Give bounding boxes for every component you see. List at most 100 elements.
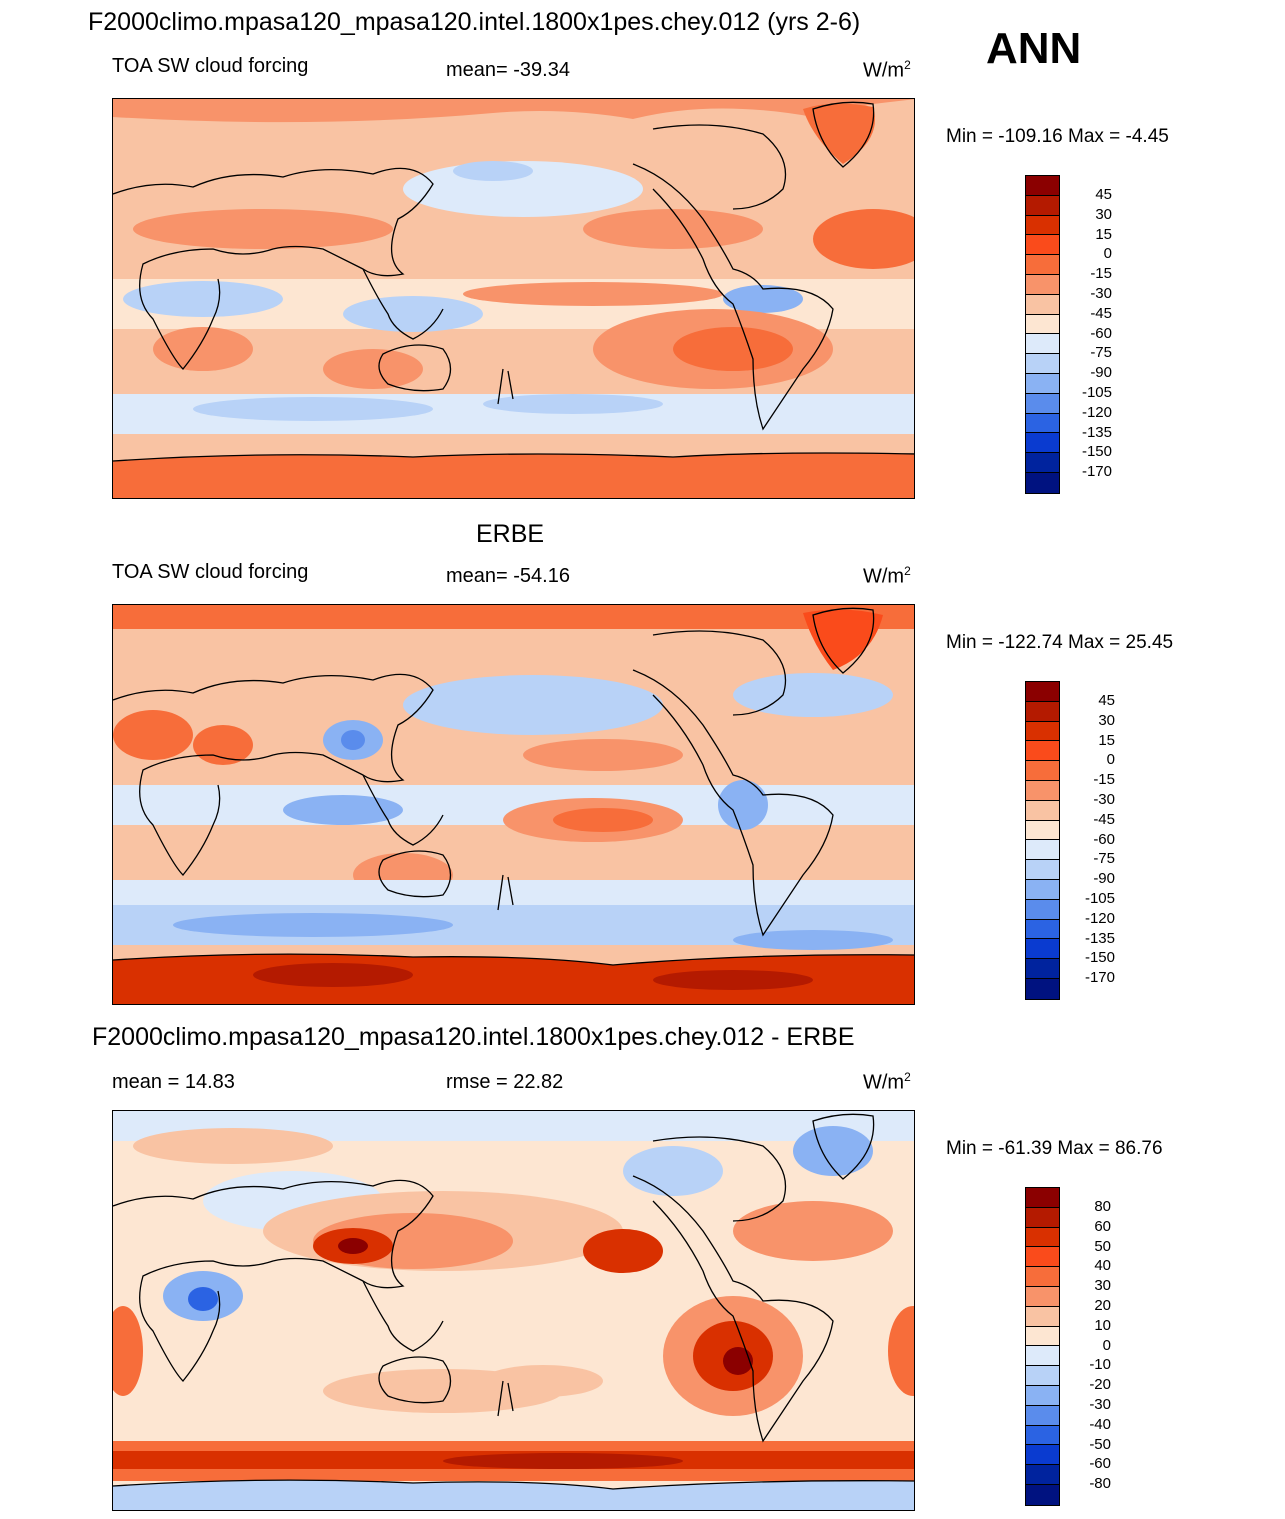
colorbar-tick-label: -90	[1093, 870, 1115, 888]
panel-3-title: F2000climo.mpasa120_mpasa120.intel.1800x…	[92, 1023, 855, 1051]
panel-3-colorbar-box	[1026, 1385, 1059, 1406]
panel-1-variable-label: TOA SW cloud forcing	[112, 55, 309, 77]
colorbar-tick-label: -60	[1090, 324, 1112, 342]
panel-2-colorbar-box	[1026, 840, 1059, 861]
panel-2-colorbar-box	[1026, 899, 1059, 920]
colorbar-tick-label: -45	[1090, 304, 1112, 322]
colorbar-tick-label: -150	[1081, 443, 1112, 461]
colorbar-tick-label: -40	[1089, 1415, 1111, 1433]
panel-1-coastlines	[113, 101, 914, 462]
panel-3-map	[112, 1110, 915, 1511]
colorbar-tick-label: -120	[1081, 403, 1112, 421]
colorbar-tick-label: -90	[1090, 364, 1112, 382]
panel-3-colorbar-box	[1026, 1465, 1059, 1485]
panel-3-colorbar-box	[1026, 1188, 1059, 1208]
panel-1-colorbar-box	[1026, 373, 1059, 394]
colorbar-tick-label: -105	[1084, 890, 1115, 907]
colorbar-tick-label: -75	[1090, 344, 1112, 362]
panel-2-colorbar-box	[1026, 939, 1059, 960]
colorbar-tick-label: 40	[1094, 1257, 1111, 1275]
panel-2-colorbar-box	[1026, 820, 1059, 841]
panel-2-colorbar-box	[1026, 959, 1059, 979]
colorbar-tick-label: 0	[1106, 751, 1115, 769]
panel-1-units: W/m2	[863, 58, 911, 82]
colorbar-tick-label: -75	[1093, 850, 1115, 868]
panel-1-colorbar-box	[1026, 195, 1059, 216]
colorbar-tick-label: 15	[1098, 731, 1115, 749]
run-title: F2000climo.mpasa120_mpasa120.intel.1800x…	[88, 8, 861, 36]
panel-1-colorbar-box	[1026, 235, 1059, 256]
panel-3-colorbar-box	[1026, 1227, 1059, 1248]
colorbar-tick-label: 60	[1094, 1217, 1111, 1235]
panel-2-mean-label: mean= -54.16	[446, 565, 570, 587]
panel-3-mean-label: mean = 14.83	[112, 1071, 235, 1093]
panel-2-coastlines	[113, 607, 914, 966]
panel-1-colorbar-box	[1026, 314, 1059, 335]
panel-3-colorbar-box	[1026, 1346, 1059, 1367]
panel-2-colorbar-box	[1026, 879, 1059, 900]
panel-3-rmse-label: rmse = 22.82	[446, 1071, 564, 1093]
panel-2-variable-label: TOA SW cloud forcing	[112, 561, 309, 583]
colorbar-tick-label: 0	[1103, 245, 1112, 263]
colorbar-tick-label: -45	[1093, 810, 1115, 828]
colorbar-tick-label: -60	[1093, 830, 1115, 848]
panel-3-colorbar-box	[1026, 1286, 1059, 1307]
panel-1-mean-label: mean= -39.34	[446, 59, 570, 81]
panel-1-colorbar-box	[1026, 393, 1059, 414]
panel-3-units: W/m2	[863, 1070, 911, 1094]
panel-2-colorbar-box	[1026, 741, 1059, 762]
panel-3-colorbar-box	[1026, 1405, 1059, 1426]
panel-3-colorbar-box	[1026, 1326, 1059, 1347]
panel-2-colorbar-box	[1026, 800, 1059, 821]
panel-3-colorbar	[1025, 1187, 1060, 1506]
colorbar-tick-label: 45	[1095, 186, 1112, 203]
panel-1-minmax: Min = -109.16 Max = -4.45	[946, 126, 1169, 147]
panel-1-colorbar	[1025, 175, 1060, 494]
panel-3-contour-field	[113, 1111, 914, 1510]
panel-3-minmax: Min = -61.39 Max = 86.76	[946, 1138, 1163, 1159]
panel-2-colorbar-box	[1026, 919, 1059, 940]
panel-1-colorbar-box	[1026, 176, 1059, 196]
panel-2-title: ERBE	[476, 520, 545, 548]
colorbar-tick-label: 30	[1098, 711, 1115, 729]
colorbar-tick-label: -50	[1089, 1435, 1111, 1453]
colorbar-tick-label: 50	[1094, 1237, 1111, 1255]
panel-1-colorbar-box	[1026, 433, 1059, 454]
panel-2-colorbar-box	[1026, 780, 1059, 801]
panel-3-colorbar-box	[1026, 1267, 1059, 1287]
colorbar-tick-label: -15	[1093, 771, 1115, 789]
colorbar-tick-label: -135	[1081, 423, 1112, 441]
colorbar-tick-label: -30	[1089, 1396, 1111, 1413]
panel-2-contour-field	[113, 605, 914, 1004]
colorbar-tick-label: 80	[1094, 1198, 1111, 1215]
season-label: ANN	[986, 24, 1082, 73]
panel-2-colorbar-box	[1026, 701, 1059, 722]
panel-3-colorbar-box	[1026, 1247, 1059, 1268]
colorbar-tick-label: -30	[1090, 285, 1112, 302]
panel-2-colorbar-box	[1026, 761, 1059, 781]
colorbar-tick-label: -15	[1090, 265, 1112, 283]
panel-2-colorbar-box	[1026, 721, 1059, 742]
colorbar-tick-label: -80	[1089, 1475, 1111, 1493]
panel-3-colorbar-box	[1026, 1445, 1059, 1466]
panel-2-colorbar-box	[1026, 860, 1059, 880]
colorbar-tick-label: 15	[1095, 225, 1112, 243]
panel-2-minmax: Min = -122.74 Max = 25.45	[946, 632, 1174, 653]
panel-1-colorbar-box	[1026, 453, 1059, 473]
colorbar-tick-label: -20	[1089, 1376, 1111, 1394]
panel-1-contour-field	[113, 99, 914, 498]
panel-3-colorbar-box	[1026, 1207, 1059, 1228]
colorbar-tick-label: 0	[1102, 1336, 1111, 1354]
panel-3-colorbar-box	[1026, 1366, 1059, 1386]
colorbar-tick-label: 30	[1094, 1277, 1111, 1295]
panel-1-colorbar-box	[1026, 294, 1059, 315]
colorbar-tick-label: -30	[1093, 791, 1115, 808]
panel-1-colorbar-box	[1026, 274, 1059, 295]
colorbar-tick-label: -150	[1084, 949, 1115, 967]
colorbar-tick-label: -135	[1084, 929, 1115, 947]
colorbar-tick-label: -105	[1081, 384, 1112, 401]
panel-2-colorbar	[1025, 681, 1060, 1000]
colorbar-tick-label: 45	[1098, 692, 1115, 709]
colorbar-tick-label: -60	[1089, 1455, 1111, 1473]
panel-1-colorbar-box	[1026, 215, 1059, 236]
